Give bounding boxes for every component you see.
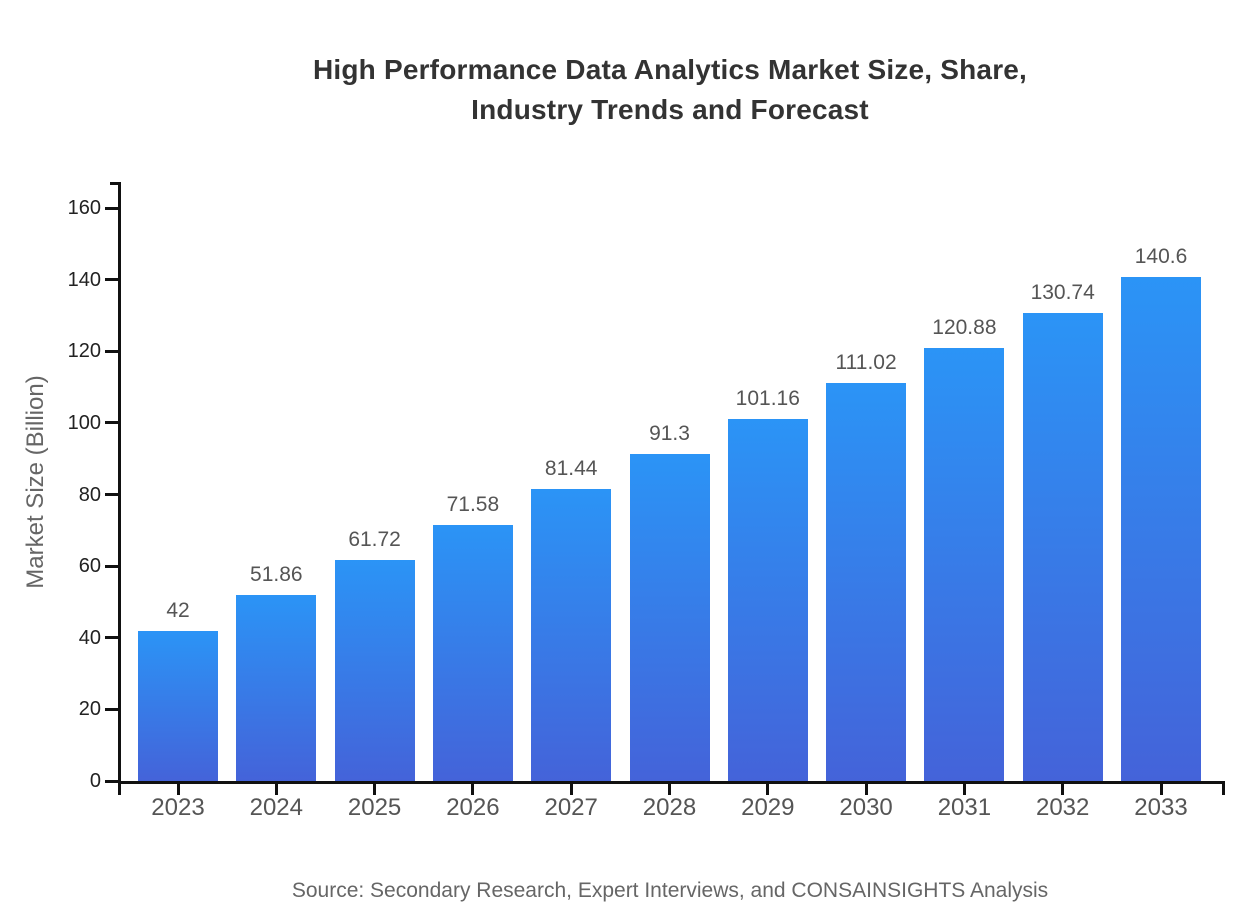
chart-title-line-1: High Performance Data Analytics Market S…	[312, 54, 1028, 85]
bar	[826, 383, 907, 781]
bar	[629, 454, 710, 781]
x-axis-end-tick	[1222, 781, 1225, 795]
x-tick	[1061, 781, 1065, 795]
x-tick-label: 2026	[446, 794, 500, 821]
bar	[138, 630, 218, 781]
y-tick	[105, 206, 119, 210]
x-tick-label: 2024	[249, 794, 303, 821]
y-tick-label: 80	[78, 483, 101, 506]
x-tick-label: 2030	[839, 794, 893, 821]
x-tick	[864, 781, 868, 795]
bar-value-label: 61.72	[348, 527, 401, 551]
y-tick-label: 60	[78, 555, 101, 578]
y-tick-label: 20	[78, 698, 101, 721]
bar-value-label: 120.88	[932, 316, 997, 340]
bar	[236, 595, 317, 781]
bar	[924, 348, 1005, 781]
y-tick	[105, 278, 119, 282]
bar	[1121, 277, 1201, 781]
y-tick-label: 100	[67, 411, 101, 434]
bar-value-label: 42	[166, 598, 190, 622]
y-tick	[105, 636, 119, 640]
bar-value-label: 111.02	[835, 351, 897, 375]
chart-title-line-2: Industry Trends and Forecast	[471, 94, 869, 125]
bar	[1022, 312, 1103, 781]
bar-value-label: 81.44	[544, 457, 598, 481]
bar	[334, 559, 415, 781]
x-tick-label: 2023	[151, 794, 205, 821]
bar-value-label: 140.6	[1134, 245, 1188, 269]
x-tick	[1159, 781, 1163, 795]
bar-value-label: 91.3	[649, 422, 690, 446]
y-axis-line	[118, 182, 121, 784]
x-axis-line	[118, 781, 1225, 784]
y-tick	[105, 421, 119, 425]
x-tick	[668, 781, 671, 795]
y-axis-top-cap-tick	[110, 182, 121, 185]
x-tick	[373, 781, 377, 795]
x-tick	[766, 781, 770, 795]
y-tick	[105, 707, 119, 711]
y-tick-label: 0	[89, 770, 101, 792]
bar-value-label: 71.58	[446, 492, 500, 516]
bar-value-label: 130.74	[1030, 280, 1095, 304]
y-tick-label: 120	[67, 340, 101, 363]
x-tick-label: 2032	[1035, 794, 1090, 821]
bar	[432, 524, 513, 781]
x-axis-origin-tick	[118, 781, 121, 795]
bar-value-label: 101.16	[735, 386, 800, 410]
y-tick-label: 40	[78, 626, 101, 649]
x-tick	[569, 781, 573, 795]
y-tick	[105, 349, 119, 353]
x-tick	[471, 781, 475, 795]
x-tick-label: 2029	[741, 794, 795, 821]
y-tick	[105, 779, 119, 783]
y-tick	[105, 493, 119, 496]
y-tick-label: 140	[67, 268, 101, 291]
bar	[727, 418, 808, 781]
x-tick-label: 2031	[937, 794, 992, 821]
x-tick-label: 2027	[544, 794, 598, 821]
x-tick-label: 2033	[1134, 794, 1188, 821]
bar	[531, 489, 612, 781]
x-tick-label: 2028	[642, 794, 697, 821]
y-tick-label: 160	[67, 197, 101, 219]
chart-title: High Performance Data Analytics Market S…	[80, 50, 1260, 130]
y-tick	[105, 564, 119, 568]
bar-value-label: 51.86	[250, 563, 303, 587]
x-tick	[962, 781, 966, 795]
x-tick-label: 2025	[347, 794, 402, 821]
source-note: Source: Secondary Research, Expert Inter…	[291, 879, 1049, 902]
x-tick	[176, 781, 180, 795]
x-tick	[274, 781, 278, 795]
